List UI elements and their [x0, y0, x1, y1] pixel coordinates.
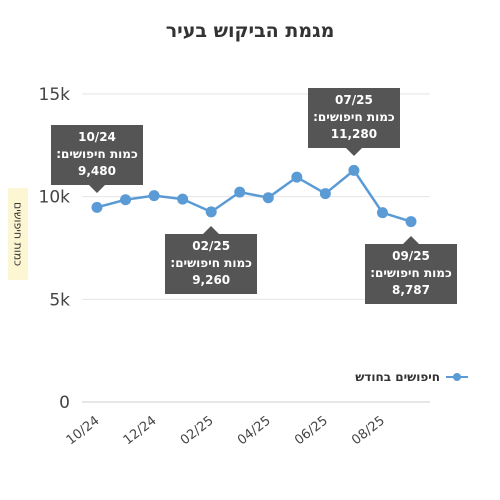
x-tick-label: 06/25	[292, 413, 331, 448]
data-point	[291, 171, 303, 183]
tooltip-date: 09/25	[392, 248, 430, 263]
y-tick-label: 10k	[39, 188, 71, 208]
data-point	[148, 190, 160, 202]
tooltip-label: כמות חיפושים:	[370, 265, 452, 280]
y-tick-label: 0	[59, 393, 70, 413]
tooltip-date: 02/25	[192, 238, 231, 253]
data-point	[319, 188, 331, 200]
data-point	[205, 206, 217, 218]
legend-line-marker-icon	[446, 372, 468, 382]
data-point	[348, 164, 360, 176]
data-point	[91, 201, 103, 213]
x-tick-label: 12/24	[121, 413, 160, 448]
tooltip-value: 8,787	[392, 282, 430, 297]
y-tick-label: 15k	[39, 85, 71, 105]
data-tooltip: 02/25 כמות חיפושים: 9,260	[165, 225, 258, 294]
legend[interactable]: חיפושים בחודש	[355, 370, 468, 384]
data-point	[234, 186, 246, 198]
x-tick-label: 08/25	[349, 413, 388, 448]
y-tick-label: 5k	[49, 290, 70, 310]
x-tick-label: 10/24	[64, 413, 103, 448]
x-tick-label: 04/25	[235, 413, 274, 448]
x-tick-label: 02/25	[178, 413, 217, 448]
tooltip-date: 10/24	[78, 130, 116, 145]
data-point	[376, 207, 388, 219]
tooltip-value: 11,280	[330, 127, 378, 142]
data-tooltip: 10/24 כמות חיפושים: 9,480	[51, 125, 143, 194]
tooltip-label: כמות חיפושים:	[313, 110, 395, 125]
data-point	[120, 194, 132, 206]
tooltip-label: כמות חיפושים:	[170, 255, 252, 270]
legend-label: חיפושים בחודש	[355, 370, 440, 384]
data-tooltip: 07/25 כמות חיפושים: 11,280	[307, 88, 400, 157]
data-point	[262, 192, 274, 204]
tooltip-label: כמות חיפושים:	[56, 147, 138, 162]
data-point	[405, 216, 417, 228]
tooltip-value: 9,480	[78, 164, 116, 179]
y-axis-label-background	[8, 188, 28, 280]
chart-title: מגמת הביקוש בעיר	[165, 20, 335, 42]
tooltip-date: 07/25	[335, 93, 373, 108]
data-tooltip: 09/25 כמות חיפושים: 8,787	[365, 235, 457, 304]
series-line	[96, 169, 412, 223]
data-point	[177, 193, 189, 205]
tooltip-value: 9,260	[192, 272, 231, 287]
